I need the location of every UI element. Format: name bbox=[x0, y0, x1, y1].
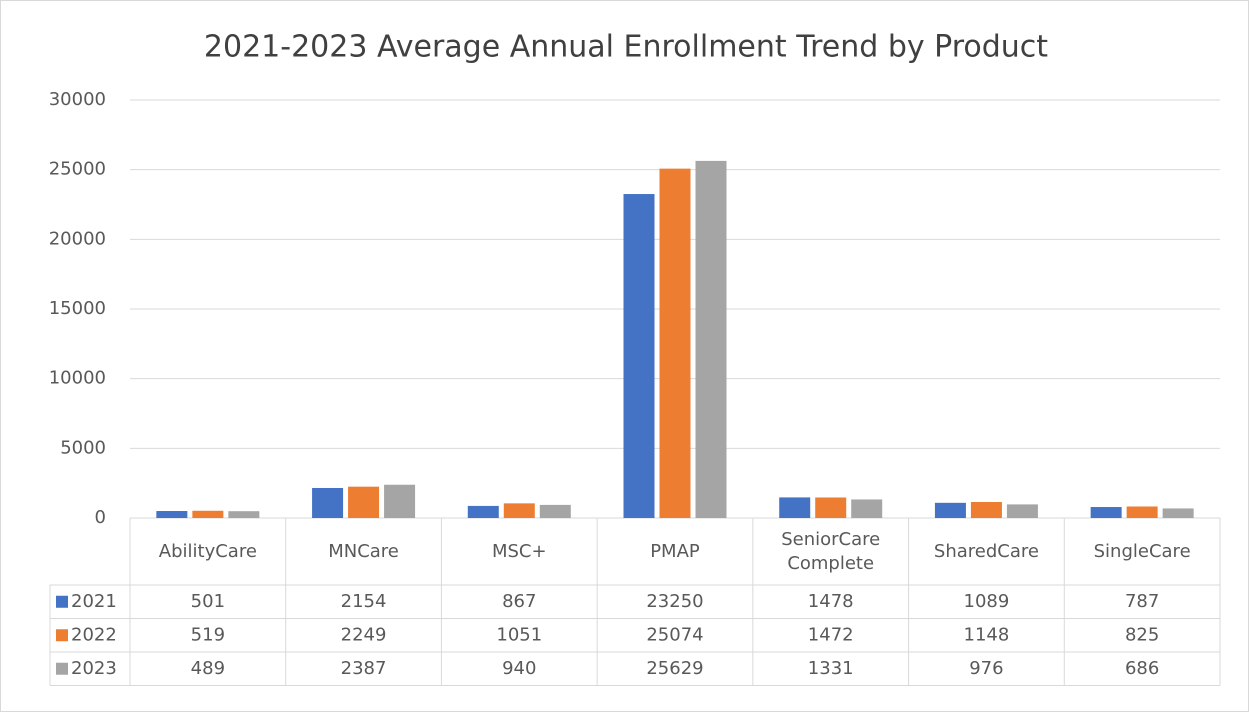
bar bbox=[970, 502, 1002, 518]
table-value: 787 bbox=[1125, 591, 1159, 612]
bar bbox=[815, 497, 847, 518]
y-tick-label: 25000 bbox=[49, 159, 106, 180]
bar bbox=[539, 504, 571, 518]
table-value: 1331 bbox=[808, 658, 854, 679]
bar bbox=[851, 499, 883, 518]
table-value: 2154 bbox=[341, 591, 387, 612]
table-value: 976 bbox=[969, 658, 1003, 679]
x-tick-label: SharedCare bbox=[933, 540, 1039, 562]
table-value: 489 bbox=[191, 658, 225, 679]
bar bbox=[623, 194, 655, 519]
category-cell: AbilityCare bbox=[158, 540, 257, 562]
table-value: 25074 bbox=[646, 624, 703, 645]
legend-key bbox=[56, 629, 68, 642]
x-tick-label: AbilityCare bbox=[158, 540, 257, 562]
bar bbox=[1126, 506, 1158, 518]
y-tick-label: 20000 bbox=[49, 228, 106, 249]
x-tick-label: MNCare bbox=[328, 540, 399, 562]
table-value: 2249 bbox=[341, 624, 387, 645]
legend-label: 2023 bbox=[71, 658, 117, 679]
table-value: 1089 bbox=[964, 591, 1010, 612]
table-value: 940 bbox=[502, 658, 536, 679]
bar bbox=[1090, 507, 1122, 518]
category-cell: SharedCare bbox=[933, 540, 1039, 562]
table-value: 867 bbox=[502, 591, 536, 612]
category-cell: MNCare bbox=[328, 540, 399, 562]
bar bbox=[934, 502, 966, 518]
table-value: 2387 bbox=[341, 658, 387, 679]
table-value: 23250 bbox=[646, 591, 703, 612]
table-value: 1051 bbox=[496, 624, 542, 645]
bar bbox=[348, 486, 380, 518]
y-tick-label: 0 bbox=[95, 507, 106, 528]
y-tick-label: 5000 bbox=[60, 437, 106, 458]
bar bbox=[228, 511, 260, 518]
bar bbox=[503, 503, 535, 518]
y-tick-label: 30000 bbox=[49, 89, 106, 110]
y-tick-label: 15000 bbox=[49, 298, 106, 319]
legend-label: 2021 bbox=[71, 591, 117, 612]
bar bbox=[192, 510, 224, 518]
legend-label: 2022 bbox=[71, 624, 117, 645]
table-value: 501 bbox=[191, 591, 225, 612]
legend-key bbox=[56, 595, 68, 608]
bar bbox=[467, 505, 499, 518]
bar bbox=[1006, 504, 1038, 518]
x-tick-label: SingleCare bbox=[1093, 540, 1191, 562]
category-cell: MSC+ bbox=[491, 540, 547, 562]
y-tick-label: 10000 bbox=[49, 368, 106, 389]
table-value: 1148 bbox=[964, 624, 1010, 645]
bar bbox=[1162, 508, 1194, 518]
bar bbox=[779, 497, 811, 518]
x-tick-label: PMAP bbox=[650, 540, 700, 562]
legend-key bbox=[56, 662, 68, 675]
table-value: 519 bbox=[191, 624, 225, 645]
x-tick-label: MSC+ bbox=[491, 540, 547, 562]
category-cell: SingleCare bbox=[1093, 540, 1191, 562]
table-value: 25629 bbox=[646, 658, 703, 679]
bar bbox=[156, 511, 188, 518]
table-value: 686 bbox=[1125, 658, 1159, 679]
bar bbox=[659, 168, 691, 518]
table-value: 1478 bbox=[808, 591, 854, 612]
table-value: 825 bbox=[1125, 624, 1159, 645]
chart-title: 2021-2023 Average Annual Enrollment Tren… bbox=[204, 30, 1048, 65]
bar bbox=[312, 487, 344, 518]
category-cell: PMAP bbox=[650, 540, 700, 562]
category-cell: SeniorCare Complete bbox=[781, 528, 881, 574]
x-tick-label: SeniorCare Complete bbox=[781, 528, 881, 574]
bar bbox=[384, 484, 416, 518]
table-value: 1472 bbox=[808, 624, 854, 645]
bar bbox=[695, 160, 727, 519]
